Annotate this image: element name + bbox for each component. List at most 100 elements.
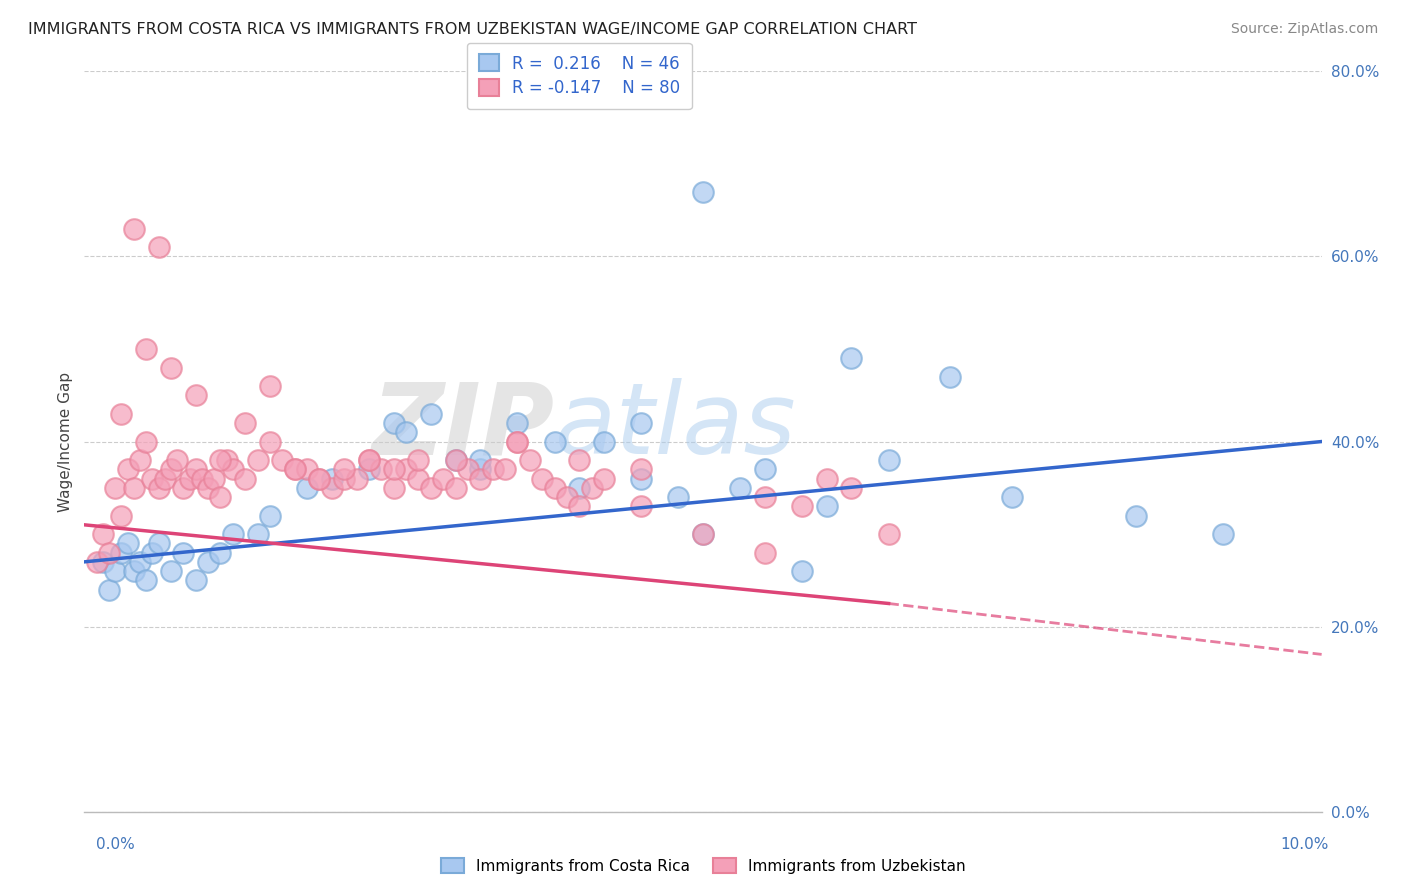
Point bbox=[148, 240, 170, 254]
Point bbox=[346, 471, 368, 485]
Point bbox=[630, 500, 652, 514]
Point bbox=[470, 471, 492, 485]
Point bbox=[444, 481, 467, 495]
Point bbox=[321, 481, 343, 495]
Point bbox=[754, 490, 776, 504]
Point bbox=[444, 453, 467, 467]
Point bbox=[543, 434, 565, 449]
Point bbox=[1212, 527, 1234, 541]
Point bbox=[172, 546, 194, 560]
Point bbox=[184, 388, 207, 402]
Point bbox=[129, 453, 152, 467]
Point bbox=[543, 481, 565, 495]
Point bbox=[630, 471, 652, 485]
Point bbox=[295, 462, 318, 476]
Point bbox=[754, 546, 776, 560]
Point bbox=[153, 471, 176, 485]
Point bbox=[1001, 490, 1024, 504]
Text: 10.0%: 10.0% bbox=[1281, 838, 1329, 852]
Point bbox=[104, 564, 127, 578]
Point bbox=[209, 490, 232, 504]
Point bbox=[209, 453, 232, 467]
Point bbox=[122, 221, 145, 235]
Point bbox=[321, 471, 343, 485]
Point bbox=[91, 527, 114, 541]
Point bbox=[357, 462, 380, 476]
Point bbox=[191, 471, 214, 485]
Point bbox=[408, 471, 430, 485]
Point bbox=[790, 500, 813, 514]
Point bbox=[877, 527, 900, 541]
Point bbox=[593, 434, 616, 449]
Point bbox=[382, 462, 405, 476]
Legend: R =  0.216    N = 46, R = -0.147    N = 80: R = 0.216 N = 46, R = -0.147 N = 80 bbox=[467, 43, 692, 109]
Point bbox=[246, 527, 269, 541]
Point bbox=[519, 453, 541, 467]
Point bbox=[172, 481, 194, 495]
Point bbox=[141, 546, 163, 560]
Point bbox=[728, 481, 751, 495]
Legend: Immigrants from Costa Rica, Immigrants from Uzbekistan: Immigrants from Costa Rica, Immigrants f… bbox=[434, 852, 972, 880]
Point bbox=[104, 481, 127, 495]
Point bbox=[222, 462, 245, 476]
Point bbox=[470, 453, 492, 467]
Point bbox=[593, 471, 616, 485]
Point bbox=[494, 462, 516, 476]
Point bbox=[166, 453, 188, 467]
Point bbox=[160, 564, 183, 578]
Text: IMMIGRANTS FROM COSTA RICA VS IMMIGRANTS FROM UZBEKISTAN WAGE/INCOME GAP CORRELA: IMMIGRANTS FROM COSTA RICA VS IMMIGRANTS… bbox=[28, 22, 917, 37]
Point bbox=[568, 453, 591, 467]
Point bbox=[148, 536, 170, 550]
Point bbox=[141, 471, 163, 485]
Point bbox=[160, 462, 183, 476]
Point bbox=[939, 369, 962, 384]
Point bbox=[666, 490, 689, 504]
Text: Source: ZipAtlas.com: Source: ZipAtlas.com bbox=[1230, 22, 1378, 37]
Point bbox=[382, 481, 405, 495]
Point bbox=[457, 462, 479, 476]
Point bbox=[295, 481, 318, 495]
Point bbox=[197, 481, 219, 495]
Point bbox=[506, 434, 529, 449]
Point bbox=[259, 434, 281, 449]
Point bbox=[395, 462, 418, 476]
Point bbox=[692, 527, 714, 541]
Point bbox=[98, 582, 121, 597]
Point bbox=[117, 536, 139, 550]
Point bbox=[815, 500, 838, 514]
Point bbox=[419, 481, 441, 495]
Point bbox=[506, 416, 529, 430]
Point bbox=[184, 574, 207, 588]
Point bbox=[581, 481, 603, 495]
Point bbox=[395, 425, 418, 440]
Point bbox=[630, 462, 652, 476]
Point bbox=[135, 342, 157, 356]
Y-axis label: Wage/Income Gap: Wage/Income Gap bbox=[58, 371, 73, 512]
Point bbox=[333, 471, 356, 485]
Point bbox=[284, 462, 307, 476]
Point bbox=[357, 453, 380, 467]
Point bbox=[408, 453, 430, 467]
Text: ZIP: ZIP bbox=[371, 378, 554, 475]
Point bbox=[432, 471, 454, 485]
Point bbox=[179, 471, 201, 485]
Point bbox=[754, 462, 776, 476]
Text: atlas: atlas bbox=[554, 378, 796, 475]
Point bbox=[135, 434, 157, 449]
Point bbox=[129, 555, 152, 569]
Point bbox=[1125, 508, 1147, 523]
Point bbox=[357, 453, 380, 467]
Point bbox=[233, 416, 256, 430]
Point bbox=[259, 379, 281, 393]
Point bbox=[531, 471, 554, 485]
Point bbox=[209, 546, 232, 560]
Point bbox=[246, 453, 269, 467]
Point bbox=[444, 453, 467, 467]
Point bbox=[122, 564, 145, 578]
Point bbox=[506, 434, 529, 449]
Text: 0.0%: 0.0% bbox=[96, 838, 135, 852]
Point bbox=[692, 527, 714, 541]
Point bbox=[568, 500, 591, 514]
Point bbox=[110, 508, 132, 523]
Point bbox=[110, 407, 132, 421]
